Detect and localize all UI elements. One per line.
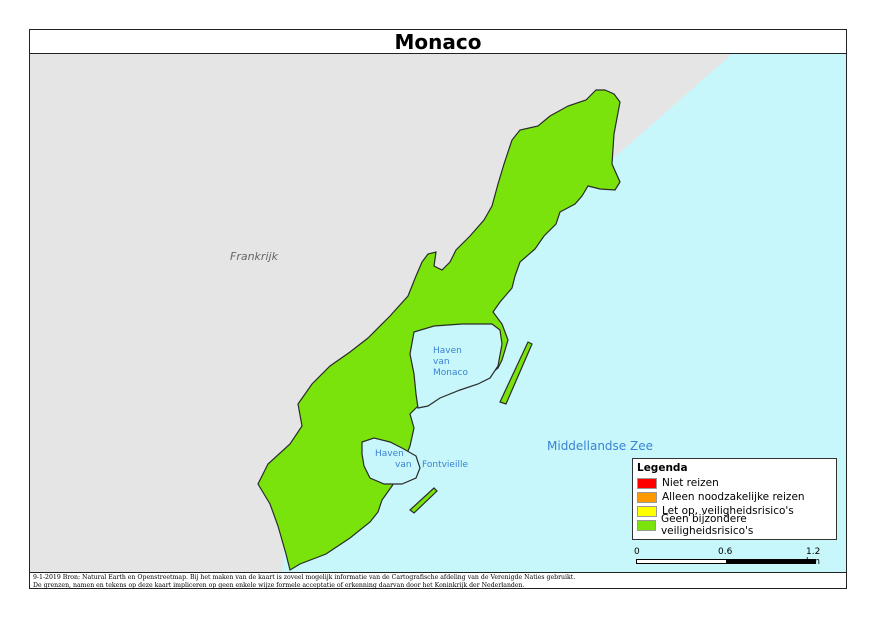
legend-swatch-yellow <box>637 505 657 517</box>
footer-line-1: 9-1-2019 Bron: Natural Earth en Openstre… <box>33 574 576 581</box>
label-haven-monaco-line2: van <box>433 357 450 367</box>
map-title: Monaco <box>30 30 846 54</box>
legend-title: Legenda <box>637 462 688 474</box>
scale-segment-black <box>726 560 815 563</box>
map-canvas[interactable]: Frankrijk Middellandse Zee Haven van Mon… <box>30 54 846 572</box>
label-frankrijk: Frankrijk <box>230 250 278 263</box>
label-haven-fontvieille-2: van <box>395 460 412 470</box>
label-haven-fontvieille-3: Fontvieille <box>422 460 468 470</box>
legend: Legenda Niet reizen Alleen noodzakelijke… <box>632 458 837 540</box>
legend-label: Let op, veiligheidsrisico's <box>662 505 794 517</box>
map-footer: 9-1-2019 Bron: Natural Earth en Openstre… <box>30 572 846 589</box>
scale-bar: 0 0.6 1.2 km <box>634 547 821 567</box>
label-haven-monaco: Haven van Monaco <box>433 346 468 379</box>
legend-item-niet-reizen: Niet reizen <box>637 476 832 490</box>
harbor-fontvieille-water <box>361 437 421 485</box>
scale-label-mid: 0.6 <box>718 547 733 557</box>
footer-line-2: De grenzen, namen en tekens op deze kaar… <box>33 581 525 589</box>
legend-swatch-orange <box>637 491 657 503</box>
scale-segment-white <box>637 560 726 563</box>
map-svg <box>30 54 846 572</box>
label-haven-monaco-line3: Monaco <box>433 368 468 378</box>
legend-label: Geen bijzondere veiligheidsrisico's <box>660 513 754 537</box>
breakwater-monaco <box>499 341 533 405</box>
legend-item-let-op: Let op, veiligheidsrisico's <box>637 504 832 518</box>
label-haven-monaco-line1: Haven <box>433 346 462 356</box>
label-middellandse-zee: Middellandse Zee <box>547 439 653 453</box>
legend-swatch-green <box>637 519 656 531</box>
scale-label-end: 1.2 km <box>806 547 821 567</box>
legend-item-geen-risico: Geen bijzondere veiligheidsrisico's <box>637 513 832 537</box>
map-frame: Monaco Frankrijk Middellandse Zee Haven … <box>29 29 847 589</box>
breakwater-fontvieille <box>409 487 438 514</box>
legend-label: Alleen noodzakelijke reizen <box>662 491 805 503</box>
legend-label: Niet reizen <box>662 477 719 489</box>
scale-track <box>636 559 816 564</box>
harbor-monaco-water <box>409 323 503 409</box>
legend-swatch-red <box>637 477 657 489</box>
label-haven-fontvieille-1: Haven <box>375 449 404 459</box>
legend-item-noodzakelijk: Alleen noodzakelijke reizen <box>637 490 832 504</box>
scale-label-start: 0 <box>634 547 640 557</box>
